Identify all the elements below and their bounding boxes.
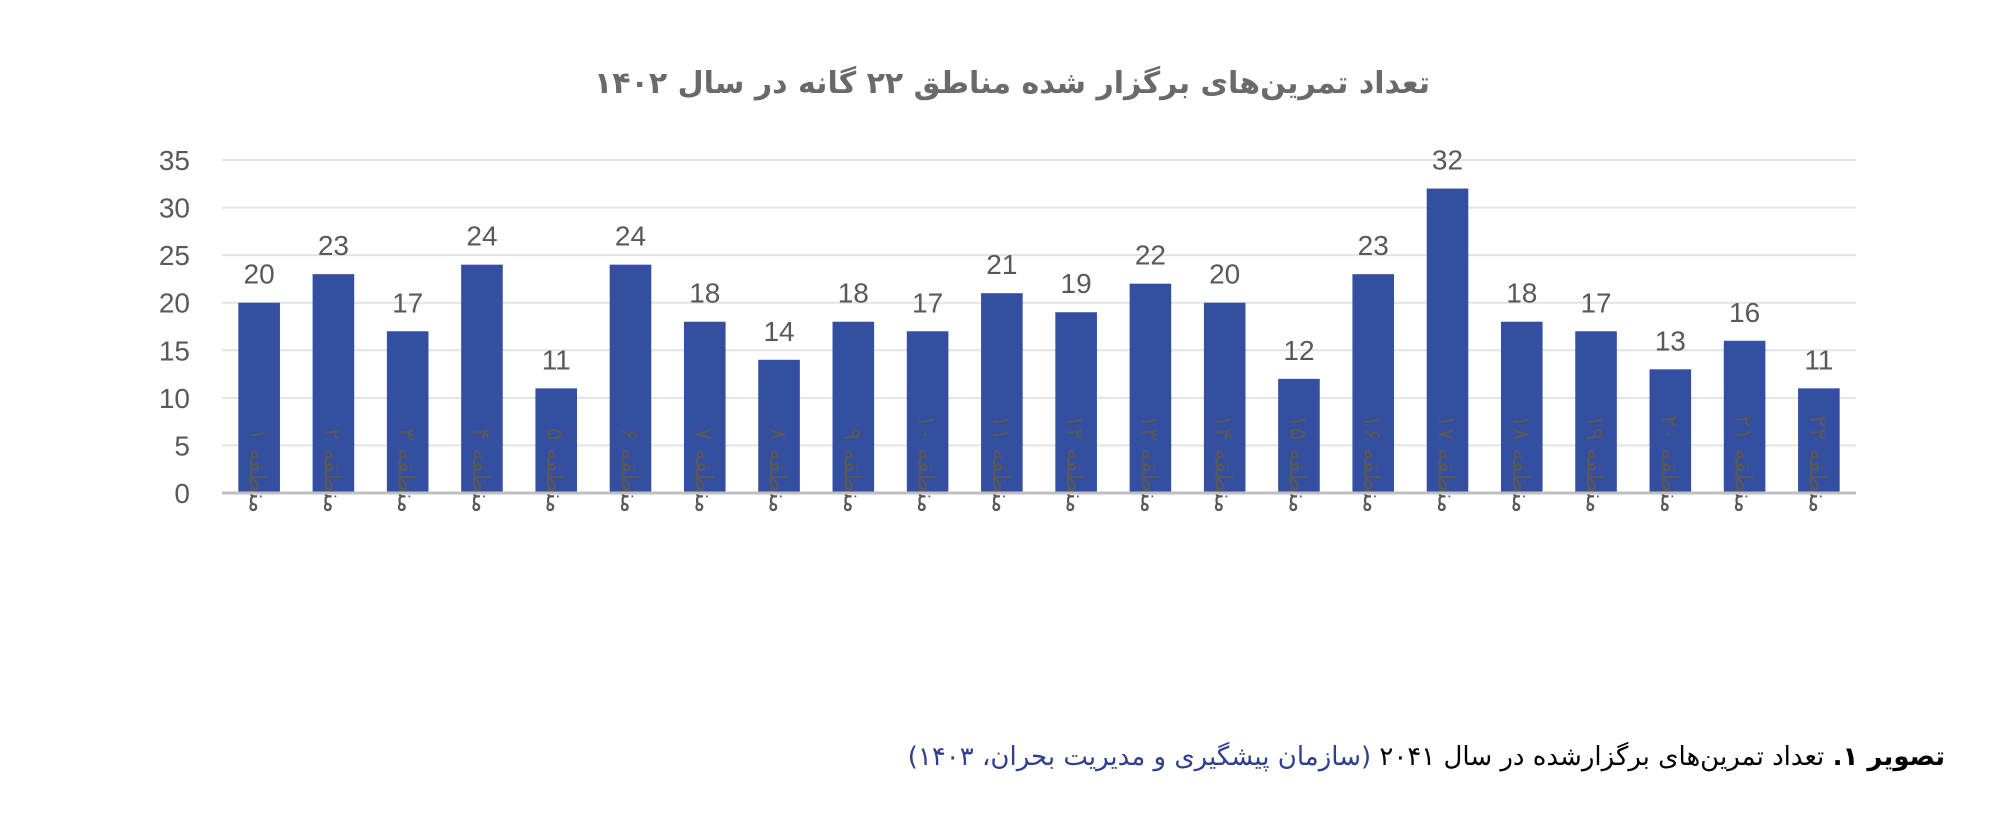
- bar: [312, 274, 355, 493]
- x-axis-category-labels: منطقه ۱ منطقه ۲ منطقه ۳ منطقه ۴ منطقه ۵ منطقه…: [244, 415, 1832, 513]
- y-tick-label: 30: [159, 193, 190, 224]
- x-category-label: منطقه ۱۷: [1433, 415, 1461, 513]
- data-label: 22: [1135, 240, 1166, 271]
- bar: [1203, 302, 1246, 493]
- data-label: 14: [763, 316, 794, 347]
- data-label: 32: [1432, 145, 1463, 176]
- data-label: 19: [1061, 268, 1092, 299]
- bar: [906, 331, 949, 493]
- bar: [238, 302, 280, 493]
- y-tick-label: 20: [159, 288, 190, 319]
- x-category-label: منطقه ۱۶: [1358, 415, 1386, 513]
- x-category-label: منطقه ۶: [616, 428, 644, 513]
- x-category-label: منطقه ۲۲: [1804, 415, 1832, 513]
- bar: [758, 359, 800, 493]
- data-label: 23: [1358, 230, 1389, 261]
- data-label: 16: [1729, 297, 1760, 328]
- data-label: 13: [1655, 325, 1686, 356]
- caption-text: تعداد تمرین‌های برگزارشده در سال ۲۰۴۱: [1371, 742, 1833, 772]
- y-axis-ticks: 0 5 10 15 20 25 30 35: [159, 145, 190, 509]
- x-category-label: منطقه ۱۱: [987, 415, 1015, 513]
- data-label: 20: [1209, 259, 1240, 290]
- x-category-label: منطقه ۱۸: [1507, 415, 1535, 513]
- x-category-label: منطقه ۱۴: [1210, 415, 1238, 513]
- bar: [832, 321, 875, 493]
- bar: [683, 321, 726, 493]
- x-category-label: منطقه ۱۰: [913, 415, 941, 513]
- x-category-label: منطقه ۲۰: [1655, 415, 1683, 513]
- bar: [1278, 378, 1320, 493]
- bar: [1055, 312, 1097, 493]
- bar: [1500, 321, 1543, 493]
- bar: [981, 293, 1023, 493]
- data-label: 11: [542, 344, 571, 375]
- y-tick-label: 15: [159, 335, 190, 366]
- figure-caption: تصویر ۱. تعداد تمرین‌های برگزارشده در سا…: [908, 742, 1945, 772]
- x-category-label: منطقه ۲۱: [1730, 415, 1758, 513]
- bar: [1352, 274, 1395, 493]
- bar-chart: تعداد تمرین‌های برگزار شده مناطق ۲۲ گانه…: [159, 65, 1856, 513]
- data-label: 12: [1283, 335, 1314, 366]
- x-category-label: منطقه ۱۵: [1284, 415, 1312, 513]
- y-tick-label: 10: [159, 383, 190, 414]
- data-label: 17: [392, 287, 423, 318]
- x-category-label: منطقه ۵: [541, 428, 569, 513]
- bar: [1723, 340, 1766, 493]
- x-category-label: منطقه ۱۲: [1061, 415, 1089, 513]
- bar: [461, 264, 503, 493]
- caption-source: (سازمان پیشگیری و مدیریت بحران، ۱۴۰۳): [907, 742, 1372, 772]
- bar: [1426, 188, 1469, 494]
- x-category-label: منطقه ۴: [467, 428, 495, 513]
- y-tick-label: 35: [159, 145, 190, 176]
- data-label: 21: [986, 249, 1017, 280]
- data-labels: 20 23 17 24 11 24 18 14 18 17 21 19 22 20 12 23 32 18 17 13…: [244, 145, 1834, 376]
- x-category-label: منطقه ۸: [764, 428, 792, 513]
- data-label: 18: [689, 278, 720, 309]
- x-category-label: منطقه ۳: [393, 428, 421, 513]
- data-label: 17: [1580, 287, 1611, 318]
- bar: [1798, 388, 1840, 493]
- bar: [609, 264, 652, 493]
- data-label: 20: [244, 259, 275, 290]
- x-category-label: منطقه ۲: [318, 428, 346, 513]
- bars: [238, 188, 1840, 494]
- y-tick-label: 5: [174, 430, 190, 461]
- bar: [535, 388, 578, 493]
- x-category-label: منطقه ۱۳: [1135, 415, 1163, 513]
- y-tick-label: 0: [174, 478, 190, 509]
- data-label: 18: [838, 278, 869, 309]
- caption-label: تصویر ۱.: [1832, 742, 1945, 772]
- x-category-label: منطقه ۱: [244, 428, 272, 513]
- data-label: 24: [615, 221, 646, 252]
- data-label: 24: [466, 221, 497, 252]
- x-category-label: منطقه ۷: [690, 428, 718, 513]
- x-category-label: منطقه ۹: [838, 428, 866, 513]
- data-label: 17: [912, 287, 943, 318]
- data-label: 11: [1804, 344, 1833, 375]
- bar: [1649, 369, 1692, 493]
- bar: [1575, 331, 1617, 493]
- bar: [386, 331, 429, 493]
- y-tick-label: 25: [159, 240, 190, 271]
- chart-title: تعداد تمرین‌های برگزار شده مناطق ۲۲ گانه…: [594, 65, 1430, 101]
- data-label: 18: [1506, 278, 1537, 309]
- x-category-label: منطقه ۱۹: [1581, 415, 1609, 513]
- bar: [1129, 283, 1172, 493]
- data-label: 23: [318, 230, 349, 261]
